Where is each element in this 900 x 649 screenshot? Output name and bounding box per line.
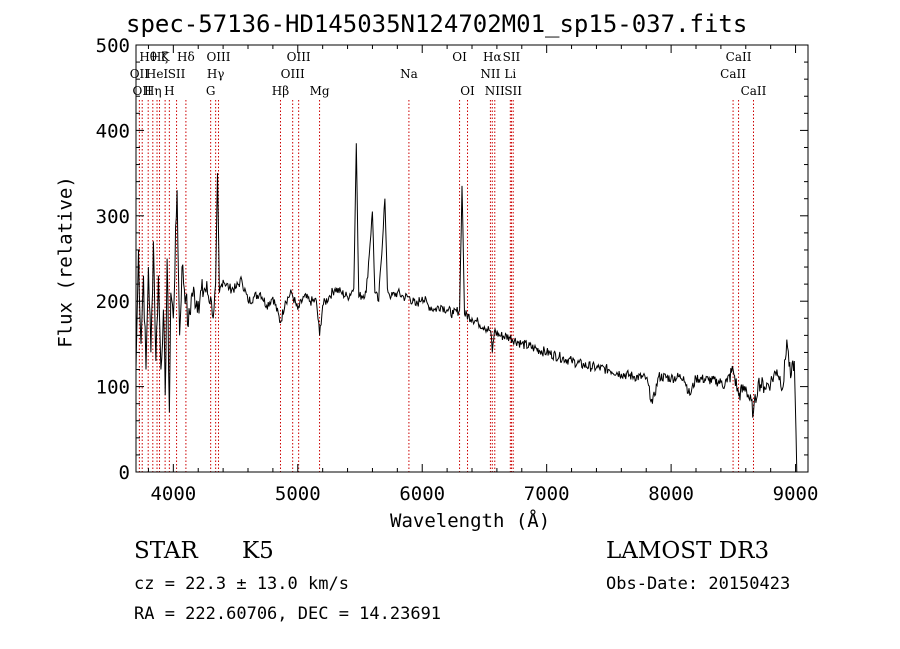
y-tick-label: 200 <box>96 291 130 313</box>
line-label: Na <box>400 67 418 81</box>
x-axis-label: Wavelength (Å) <box>390 510 551 532</box>
line-label: OIII <box>206 50 230 64</box>
chart-title: spec-57136-HD145035N124702M01_sp15-037.f… <box>126 10 748 38</box>
x-tick-label: 9000 <box>773 483 819 505</box>
line-label: CaII <box>726 50 752 64</box>
line-label: Hδ <box>177 50 195 64</box>
y-tick-label: 300 <box>96 206 130 228</box>
y-tick-label: 0 <box>119 462 130 484</box>
spectrum-series <box>135 143 798 473</box>
line-label: Hα <box>483 50 502 64</box>
line-label: Hζ <box>151 50 168 64</box>
object-class: STAR <box>134 538 198 564</box>
line-label: OI <box>460 84 475 98</box>
object-subclass: K5 <box>242 538 274 564</box>
line-label: K <box>161 50 171 64</box>
line-label: CaII <box>741 84 767 98</box>
x-tick-label: 7000 <box>524 483 570 505</box>
line-label: H <box>164 84 174 98</box>
line-label: SII <box>503 50 521 64</box>
plot-frame <box>135 44 809 473</box>
emission-line-markers <box>138 100 754 472</box>
redshift-cz: cz = 22.3 ± 13.0 km/s <box>134 574 349 594</box>
x-tick-label: 8000 <box>648 483 694 505</box>
line-label: G <box>206 84 216 98</box>
line-label: SII <box>168 67 186 81</box>
spectrum-line <box>135 143 798 473</box>
x-tick-label: 5000 <box>275 483 321 505</box>
line-label: Li <box>504 67 516 81</box>
line-label: HeI <box>146 67 169 81</box>
line-label: CaII <box>720 67 746 81</box>
ra-dec: RA = 222.60706, DEC = 14.23691 <box>134 604 442 624</box>
line-label: OI <box>452 50 467 64</box>
line-label: SII <box>504 84 522 98</box>
x-tick-label: 6000 <box>399 483 445 505</box>
line-labels: OII OII Hθ Hη HeI HζK H SII Hδ G Hγ OIII Hβ OIII OIII M… <box>130 50 767 98</box>
line-label: OIII <box>287 50 311 64</box>
line-label: Hη <box>144 84 162 98</box>
tick-labels: 4000 5000 6000 7000 8000 9000 0 100 200 300 400 500 <box>96 35 819 505</box>
line-label: OII <box>133 84 153 98</box>
line-label: Hγ <box>207 67 225 81</box>
line-label: Hθ <box>139 50 157 64</box>
axes <box>135 44 809 473</box>
line-label: Hβ <box>272 84 289 98</box>
line-label: OIII <box>281 67 305 81</box>
y-tick-label: 100 <box>96 377 130 399</box>
survey-name: LAMOST DR3 <box>606 538 770 564</box>
y-tick-label: 400 <box>96 120 130 142</box>
line-label: NII <box>485 84 505 98</box>
line-label: NII <box>480 67 500 81</box>
x-tick-label: 4000 <box>150 483 196 505</box>
line-label: Mg <box>310 84 330 98</box>
observation-date: Obs-Date: 20150423 <box>606 574 791 594</box>
line-label: OII <box>130 67 150 81</box>
y-axis-label: Flux (relative) <box>54 176 77 348</box>
y-tick-label: 500 <box>96 35 130 57</box>
